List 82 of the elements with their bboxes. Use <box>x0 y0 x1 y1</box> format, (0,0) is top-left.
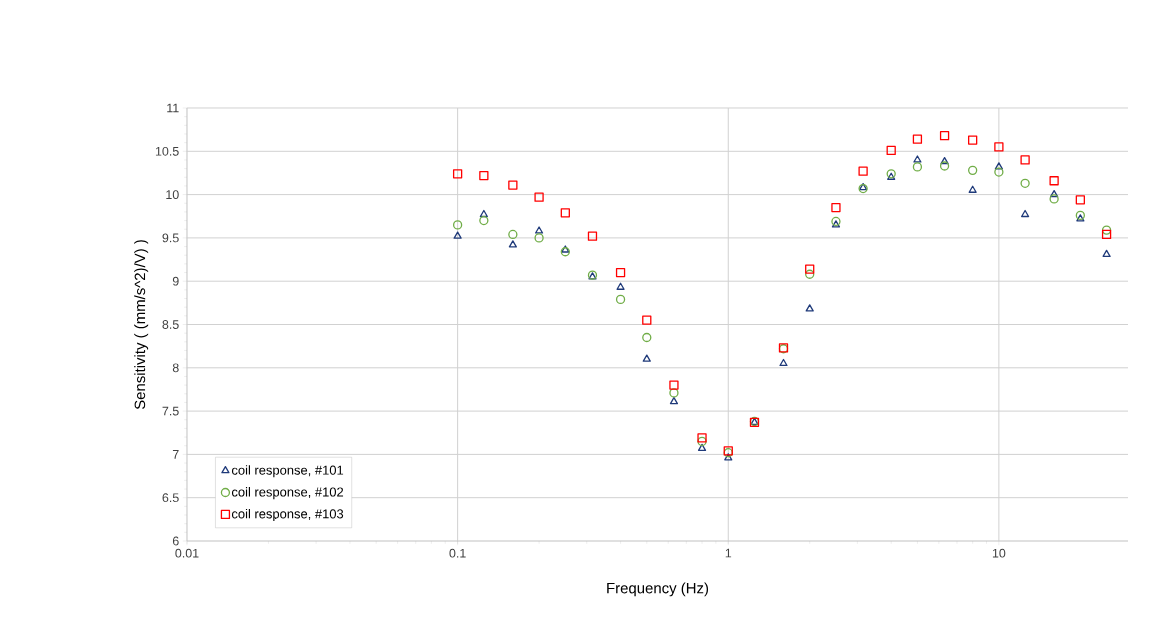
point <box>1020 155 1030 165</box>
point <box>560 247 570 257</box>
point <box>968 135 978 145</box>
point <box>560 208 570 218</box>
point <box>1049 194 1059 204</box>
point <box>561 245 570 253</box>
point <box>1102 249 1111 257</box>
point <box>508 229 518 240</box>
point <box>642 315 652 325</box>
point <box>479 215 489 226</box>
point <box>534 226 544 234</box>
point <box>642 332 652 343</box>
point <box>1076 214 1085 222</box>
point <box>615 294 626 305</box>
y-tick-label: 11 <box>167 103 179 113</box>
point <box>479 170 489 181</box>
point <box>1101 225 1112 235</box>
point <box>508 240 517 248</box>
point <box>587 231 598 241</box>
point <box>534 233 544 243</box>
point <box>642 354 651 362</box>
point <box>886 145 896 156</box>
point <box>508 180 518 190</box>
point <box>697 433 707 443</box>
x-tick-label: 0.01 <box>175 548 199 558</box>
point <box>994 162 1003 170</box>
legend-label: coil response, #102 <box>231 487 344 500</box>
point <box>779 358 788 367</box>
point <box>452 169 463 179</box>
y-tick-label: 7.5 <box>162 406 179 416</box>
point <box>939 131 950 141</box>
point <box>1049 176 1059 186</box>
point <box>968 165 978 175</box>
point <box>913 155 922 163</box>
point <box>669 396 679 405</box>
point <box>534 192 544 202</box>
y-tick-label: 7 <box>172 450 179 459</box>
y-tick-label: 10 <box>166 190 179 200</box>
point <box>616 282 625 290</box>
point <box>858 166 868 176</box>
point <box>805 269 815 279</box>
point <box>1075 195 1085 205</box>
point <box>805 264 815 274</box>
point <box>697 443 707 451</box>
y-tick-label: 6 <box>172 536 179 546</box>
point <box>1075 210 1085 221</box>
point <box>831 220 841 228</box>
point <box>912 134 923 144</box>
point <box>994 142 1004 152</box>
point <box>1101 229 1112 240</box>
point <box>669 388 679 398</box>
legend-label: coil response, #103 <box>231 508 344 522</box>
y-tick-label: 8 <box>172 363 179 373</box>
point <box>479 209 488 218</box>
point <box>831 202 841 213</box>
y-axis-title: Sensitivity ( (mm/s^2)/V) ) <box>134 240 149 410</box>
point <box>1021 209 1030 218</box>
point <box>994 167 1004 177</box>
point <box>1020 178 1030 188</box>
y-tick-label: 8.5 <box>162 320 179 329</box>
x-tick-label: 10 <box>992 548 1006 558</box>
point <box>968 185 977 193</box>
y-tick-label: 10.5 <box>155 146 179 156</box>
point <box>831 216 841 227</box>
point <box>939 161 950 171</box>
point <box>452 220 463 230</box>
point <box>805 304 814 312</box>
point <box>940 157 949 165</box>
x-tick-label: 1 <box>725 548 732 558</box>
x-tick-label: 0.1 <box>449 548 466 558</box>
y-tick-label: 6.5 <box>162 493 179 503</box>
point <box>615 267 626 278</box>
legend-label: coil response, #101 <box>231 465 344 478</box>
point <box>453 231 462 239</box>
point <box>912 162 923 172</box>
point <box>697 436 707 447</box>
point <box>724 453 733 461</box>
y-tick-label: 9.5 <box>162 233 179 243</box>
x-axis-title: Frequency (Hz) <box>607 582 709 597</box>
point <box>1050 189 1059 198</box>
y-tick-label: 9 <box>172 276 179 286</box>
point <box>669 380 679 390</box>
